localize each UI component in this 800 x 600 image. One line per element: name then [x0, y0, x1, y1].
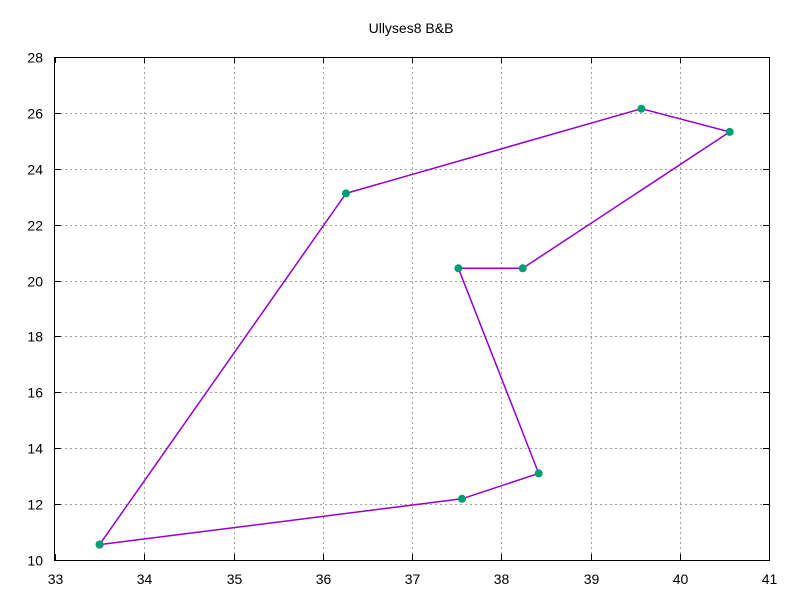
data-point — [95, 540, 104, 549]
x-tick-label: 33 — [48, 571, 64, 587]
data-point — [342, 189, 350, 198]
y-tick-label: 20 — [27, 274, 43, 290]
x-tick-label: 39 — [584, 571, 600, 587]
x-tick-label: 41 — [762, 571, 778, 587]
data-point — [637, 104, 646, 113]
x-tick-label: 35 — [227, 571, 243, 587]
y-tick-label: 16 — [27, 385, 43, 401]
data-point — [534, 469, 543, 478]
x-tick-label: 40 — [673, 571, 689, 587]
data-point — [458, 494, 466, 503]
data-point — [518, 264, 527, 273]
y-tick-label: 14 — [27, 441, 43, 457]
tick-layer: 33 34 35 36 37 38 39 40 41 10 12 14 16 18 20 22 24 26 28 — [27, 50, 777, 588]
grid-layer — [55, 57, 769, 560]
series-layer — [95, 104, 734, 549]
x-tick-label: 37 — [405, 571, 421, 587]
y-tick-label: 12 — [27, 497, 43, 513]
data-point — [725, 127, 734, 136]
y-tick-label: 18 — [27, 329, 43, 345]
x-tick-label: 34 — [137, 571, 153, 587]
series-line — [98, 107, 731, 546]
y-tick-label: 28 — [27, 50, 43, 66]
y-tick-label: 24 — [27, 162, 43, 178]
chart-title: Ullyses8 B&B — [369, 20, 454, 36]
data-point — [454, 264, 463, 273]
y-tick-label: 10 — [27, 553, 43, 569]
x-tick-label: 36 — [316, 571, 332, 587]
x-tick-label: 38 — [494, 571, 510, 587]
y-tick-label: 26 — [27, 106, 43, 122]
y-tick-label: 22 — [27, 218, 43, 234]
